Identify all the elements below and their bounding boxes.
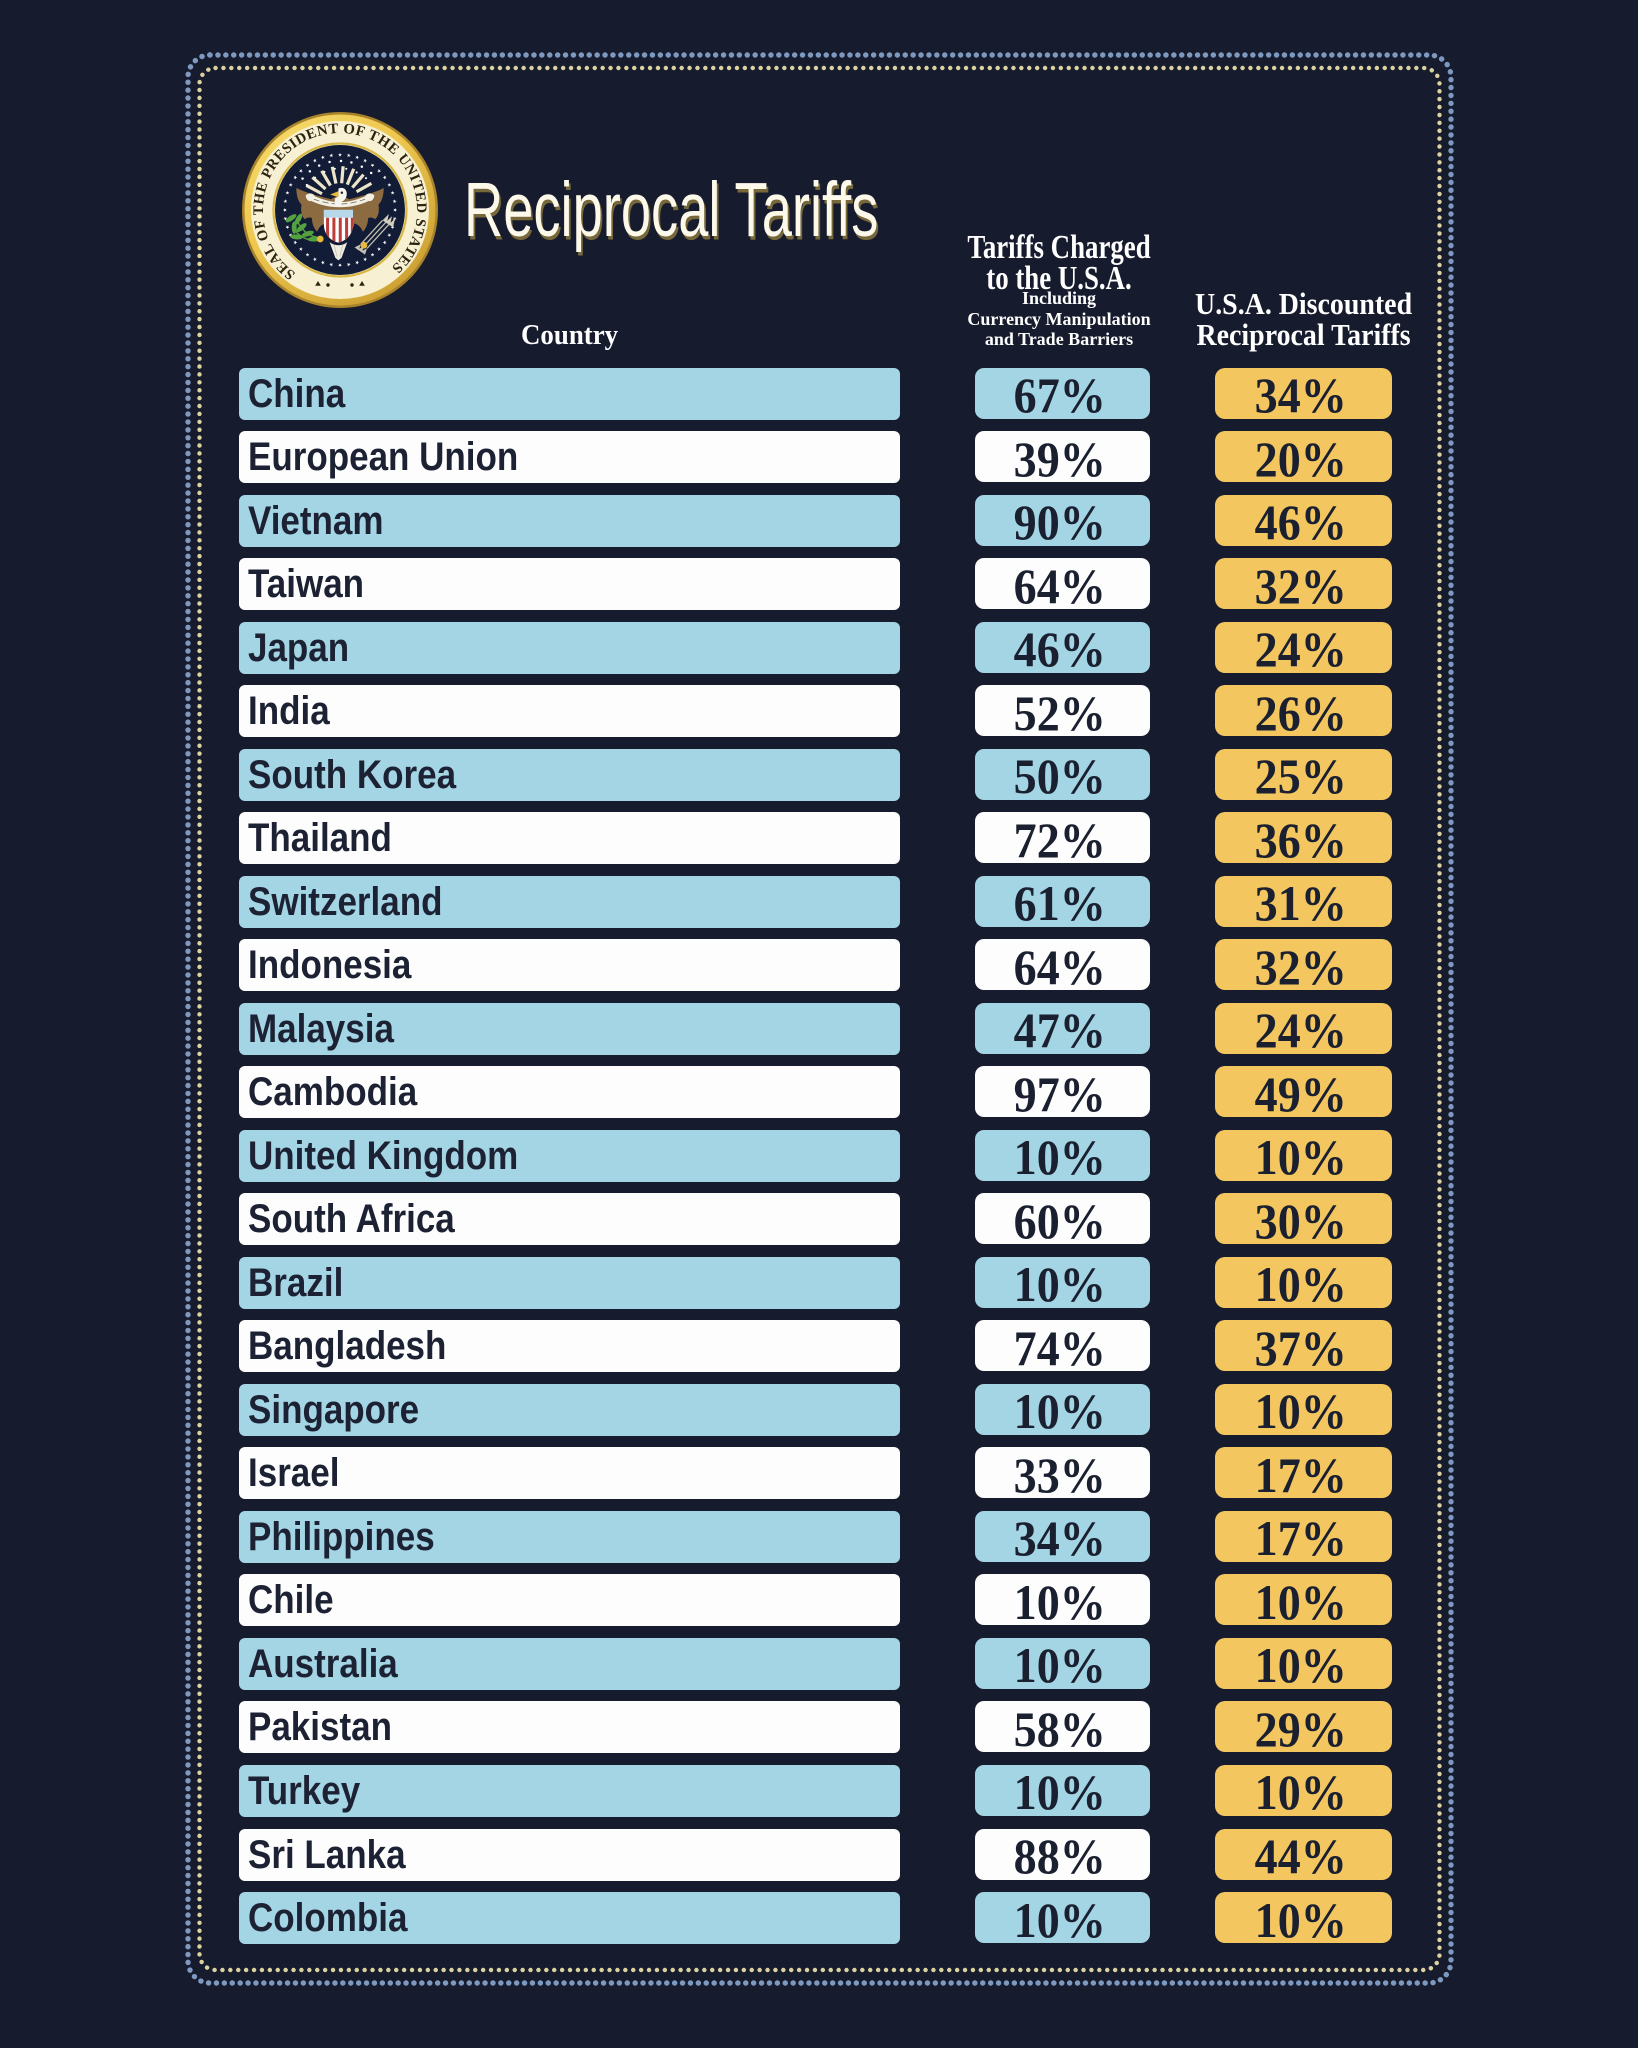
svg-text:★: ★ xyxy=(381,174,389,182)
svg-text:★: ★ xyxy=(283,215,290,221)
svg-text:★: ★ xyxy=(338,152,343,158)
svg-text:★: ★ xyxy=(311,255,318,263)
svg-text:★: ★ xyxy=(353,258,360,265)
svg-text:★: ★ xyxy=(375,168,383,176)
svg-text:★: ★ xyxy=(337,262,342,268)
svg-text:★: ★ xyxy=(375,245,383,253)
svg-text:★: ★ xyxy=(368,251,376,259)
svg-text:★: ★ xyxy=(284,189,291,196)
svg-text:★: ★ xyxy=(369,162,377,170)
svg-text:★: ★ xyxy=(304,162,312,170)
svg-text:★: ★ xyxy=(312,157,319,165)
svg-text:★: ★ xyxy=(391,216,398,222)
svg-text:★: ★ xyxy=(388,190,395,197)
svg-text:★: ★ xyxy=(388,224,395,231)
svg-text:★: ★ xyxy=(329,153,335,160)
svg-text:★: ★ xyxy=(298,167,306,175)
svg-text:★: ★ xyxy=(328,261,334,268)
svg-text:★: ★ xyxy=(385,182,393,189)
svg-text:★: ★ xyxy=(385,231,393,238)
svg-text:★: ★ xyxy=(361,158,368,166)
svg-text:★: ★ xyxy=(346,153,352,160)
svg-text:★: ★ xyxy=(284,223,291,230)
svg-text:★: ★ xyxy=(283,198,290,204)
svg-text:★: ★ xyxy=(297,245,305,253)
svg-text:★: ★ xyxy=(345,261,351,268)
svg-text:★: ★ xyxy=(361,255,368,263)
svg-text:★: ★ xyxy=(319,258,326,265)
svg-text:★: ★ xyxy=(391,199,398,205)
svg-text:★: ★ xyxy=(292,174,300,182)
svg-text:★: ★ xyxy=(320,154,327,161)
svg-text:★: ★ xyxy=(287,231,295,238)
svg-text:★: ★ xyxy=(292,238,300,246)
svg-text:★: ★ xyxy=(392,208,398,213)
svg-text:★: ★ xyxy=(380,239,388,247)
svg-text:★: ★ xyxy=(354,154,361,161)
svg-text:★: ★ xyxy=(282,207,288,212)
svg-text:★: ★ xyxy=(288,181,296,188)
svg-text:★: ★ xyxy=(304,250,312,258)
